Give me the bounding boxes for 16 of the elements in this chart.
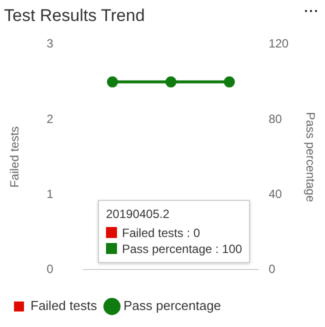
y-axis-title: Failed tests bbox=[8, 126, 22, 188]
y2-axis-title: Pass percentage bbox=[303, 112, 318, 202]
y2-tick-label: 40 bbox=[268, 186, 282, 201]
y-tick-label: 0 bbox=[46, 262, 54, 276]
annotation: Pass percentage : 100 bbox=[121, 241, 242, 257]
chart-title: Test Results Trend bbox=[4, 6, 145, 25]
annotation: Failed tests : 0 bbox=[121, 225, 202, 241]
annotation: 20190405.2 bbox=[106, 206, 170, 222]
y-tick-label: 2 bbox=[46, 112, 54, 126]
y2-tick-label: 80 bbox=[268, 112, 282, 126]
legend-label: Pass percentage bbox=[123, 298, 222, 314]
legend-label: Failed tests bbox=[30, 298, 98, 314]
y2-tick-label: 120 bbox=[268, 36, 289, 51]
y-tick-label: 1 bbox=[46, 186, 54, 201]
y-tick-label: 3 bbox=[46, 36, 54, 51]
y2-tick-label: 0 bbox=[268, 262, 276, 276]
